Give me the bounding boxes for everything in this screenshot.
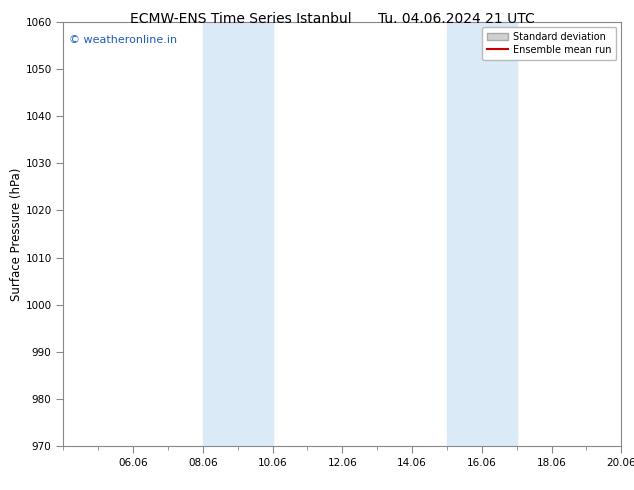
Y-axis label: Surface Pressure (hPa): Surface Pressure (hPa): [10, 167, 23, 301]
Legend: Standard deviation, Ensemble mean run: Standard deviation, Ensemble mean run: [482, 27, 616, 60]
Text: © weatheronline.in: © weatheronline.in: [69, 35, 177, 45]
Text: Tu. 04.06.2024 21 UTC: Tu. 04.06.2024 21 UTC: [378, 12, 535, 26]
Text: ECMW-ENS Time Series Istanbul: ECMW-ENS Time Series Istanbul: [130, 12, 352, 26]
Bar: [203, 22, 273, 446]
Bar: [447, 22, 517, 446]
